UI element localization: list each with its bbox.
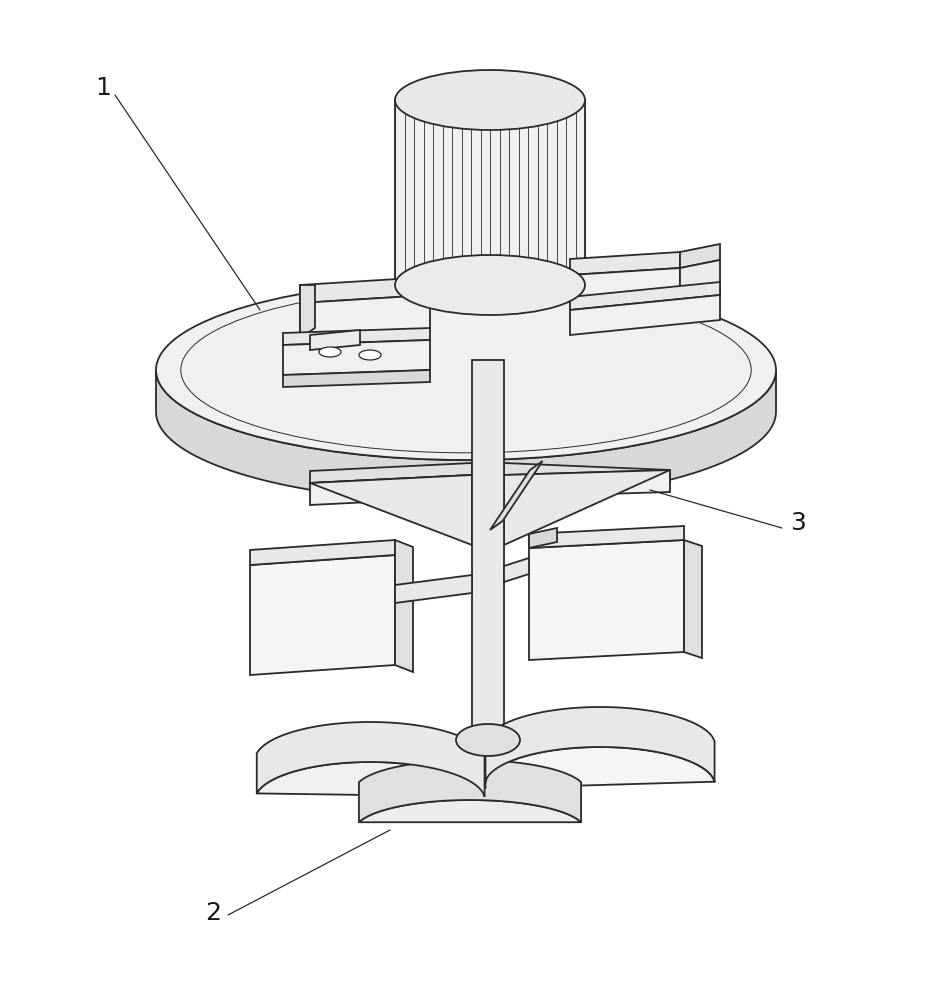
Polygon shape <box>283 340 430 375</box>
Polygon shape <box>504 470 670 497</box>
Polygon shape <box>300 285 315 338</box>
Polygon shape <box>570 268 680 310</box>
Ellipse shape <box>156 280 776 460</box>
Polygon shape <box>156 370 776 502</box>
Ellipse shape <box>319 347 341 357</box>
Ellipse shape <box>456 724 520 756</box>
Polygon shape <box>485 707 715 788</box>
Polygon shape <box>395 100 585 285</box>
Polygon shape <box>485 747 715 788</box>
Polygon shape <box>680 260 720 303</box>
Text: 2: 2 <box>205 901 221 925</box>
Polygon shape <box>529 540 684 660</box>
Polygon shape <box>310 463 472 483</box>
Ellipse shape <box>395 70 585 130</box>
Polygon shape <box>529 528 557 548</box>
Polygon shape <box>256 722 485 797</box>
Polygon shape <box>684 540 702 658</box>
Text: 1: 1 <box>95 76 111 100</box>
Polygon shape <box>570 252 680 275</box>
Ellipse shape <box>359 350 381 360</box>
Polygon shape <box>283 328 430 345</box>
Polygon shape <box>250 555 395 675</box>
Polygon shape <box>310 330 360 350</box>
Polygon shape <box>570 295 720 335</box>
Polygon shape <box>283 370 430 387</box>
Ellipse shape <box>395 255 585 315</box>
Polygon shape <box>504 470 670 545</box>
Polygon shape <box>310 475 472 505</box>
Polygon shape <box>490 461 542 530</box>
Polygon shape <box>504 558 529 582</box>
Text: 3: 3 <box>790 511 806 535</box>
Polygon shape <box>250 540 395 565</box>
Polygon shape <box>395 540 413 672</box>
Polygon shape <box>300 277 430 303</box>
Polygon shape <box>256 762 485 797</box>
Polygon shape <box>570 282 720 310</box>
Polygon shape <box>529 526 684 548</box>
Polygon shape <box>359 760 581 822</box>
Polygon shape <box>680 244 720 268</box>
Polygon shape <box>504 463 670 483</box>
Polygon shape <box>472 360 504 740</box>
Polygon shape <box>300 295 430 338</box>
Polygon shape <box>310 475 472 545</box>
Polygon shape <box>395 575 472 603</box>
Polygon shape <box>359 800 581 822</box>
